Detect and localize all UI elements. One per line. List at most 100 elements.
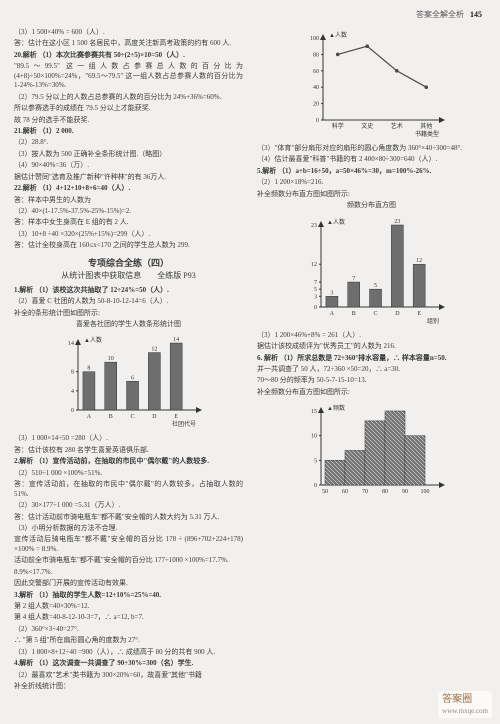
svg-text:8: 8 xyxy=(87,366,90,372)
svg-text:文史: 文史 xyxy=(361,122,373,130)
svg-text:C: C xyxy=(373,311,377,317)
watermark-main: 答案圈 xyxy=(442,693,488,707)
text-line: 所以参赛选手的成绩在 79.5 分以上才能获奖. xyxy=(14,104,243,113)
text-line: 8.9%<17.7%. xyxy=(14,568,243,577)
text-line: 2.解析 （1）宣传活动前，在抽取的市民中"偶尔戴"的人数较多. xyxy=(14,457,243,466)
text-line: 答：估计在这小区 1 500 名居民中，高度关注新高考政策的约有 600 人. xyxy=(14,39,243,48)
svg-text:0: 0 xyxy=(314,483,317,489)
text-line: 答：样本中男生的人数为 xyxy=(14,196,243,205)
text-line: （2）1 200×18%=216. xyxy=(257,178,486,187)
text-line: （2）喜爱 C 社团的人数为 50-8-10-12-14=6（人）. xyxy=(14,297,243,306)
svg-text:10: 10 xyxy=(311,434,317,440)
text-line: （4）90×40%=36（万）. xyxy=(14,161,243,170)
chart-4: 0510155060708090100▲频数 xyxy=(257,401,486,501)
svg-text:6: 6 xyxy=(131,376,134,382)
svg-text:0: 0 xyxy=(316,118,319,124)
svg-text:0: 0 xyxy=(314,305,317,311)
text-line: 答：估计该校有 280 名学生喜爱英语俱乐部. xyxy=(14,446,243,455)
text-line: （2）最喜欢"艺术"类书籍为 300×20%=60，故喜爱"其他"书籍 xyxy=(14,671,243,680)
text-line: 并一共调查了 50 人，72÷360 ×50=20，∴ a=30. xyxy=(257,365,486,374)
text-line: 答：估计活动前市骑电瓶车"都不戴"安全帽的人数大约为 5.31 万人. xyxy=(14,513,243,522)
svg-text:▲人数: ▲人数 xyxy=(84,336,102,344)
svg-text:D: D xyxy=(395,311,400,317)
watermark-site: www.mxqe.com xyxy=(442,707,488,716)
text-line: （2）79.5 分以上的人数占总参赛的人数的百分比为 24%+36%=60%. xyxy=(14,93,243,102)
chart-1: 048148A10B6C12D14E社团代号▲人数 xyxy=(14,333,243,428)
section-subtitle: 从统计图表中获取信息 全练版 P93 xyxy=(14,271,243,282)
section-title: 专项综合全练（四） xyxy=(14,257,243,269)
text-line: 因此交警部门开展的宣传活动有效果. xyxy=(14,579,243,588)
svg-text:E: E xyxy=(174,414,178,420)
svg-text:5: 5 xyxy=(314,459,317,465)
text-line: 据估计赞同"选育及推广新种"许种林"的有 36万人. xyxy=(14,173,243,182)
text-line: "89.5～99.5" 这一组人数占参赛总人数的百分比为 (4+8)÷50×10… xyxy=(14,62,243,90)
text-line: （3）"体育"部分扇形对应的扇形的圆心角度数为 360°×40÷300=48°. xyxy=(257,144,486,153)
svg-text:B: B xyxy=(108,414,112,420)
svg-text:其他: 其他 xyxy=(420,122,432,130)
text-line: 70～80 分的频率为 50-5-7-15-10=13. xyxy=(257,376,486,385)
text-line: 21.解析 （1）2 000. xyxy=(14,127,243,136)
svg-text:▲人数: ▲人数 xyxy=(327,218,345,226)
svg-text:A: A xyxy=(86,414,91,420)
svg-text:100: 100 xyxy=(420,489,429,495)
svg-text:12: 12 xyxy=(311,262,317,268)
svg-text:12: 12 xyxy=(151,347,157,353)
text-line: （4）估计最喜爱"科普"书籍的有 2 400×80÷300=640（人）. xyxy=(257,155,486,164)
text-line: （2）360°×3÷40=27°. xyxy=(14,625,243,634)
svg-text:50: 50 xyxy=(322,489,328,495)
svg-text:▲人数: ▲人数 xyxy=(329,31,347,39)
text-line: 补全的条形统计图如图所示: xyxy=(14,309,243,318)
svg-text:社团代号: 社团代号 xyxy=(171,420,195,428)
text-line: 20.解析 （1）本次比赛参赛共有 50÷(2÷5)×10=50（人）. xyxy=(14,51,243,60)
svg-text:70: 70 xyxy=(362,489,368,495)
svg-text:4: 4 xyxy=(71,389,74,395)
svg-text:3: 3 xyxy=(330,290,333,296)
header-label: 答案全解全析 xyxy=(416,10,464,19)
svg-text:B: B xyxy=(351,311,355,317)
svg-text:12: 12 xyxy=(416,258,422,264)
text-line: 补全频数分布直方图如图所示: xyxy=(257,388,486,397)
page-number: 145 xyxy=(470,10,482,19)
text-line: 活动前全市骑电瓶车"都不戴"安全帽的百分比 177÷1000 ×100%=17.… xyxy=(14,556,243,565)
svg-text:20: 20 xyxy=(313,102,319,108)
text-line: 宣传活动后骑电瓶车"都不戴"安全帽的百分比 178 ÷ (896+702+224… xyxy=(14,535,243,554)
text-line: ∴ "第 5 组"所在扇形圆心角的度数为 27°. xyxy=(14,636,243,645)
text-line: （3）1 000×14÷50 =280（人）. xyxy=(14,434,243,443)
svg-text:8: 8 xyxy=(71,370,74,376)
watermark: 答案圈 www.mxqe.com xyxy=(438,691,492,718)
svg-text:7: 7 xyxy=(352,276,355,282)
svg-text:组别: 组别 xyxy=(426,317,438,325)
svg-text:80: 80 xyxy=(382,489,388,495)
svg-text:艺术: 艺术 xyxy=(390,122,402,130)
svg-text:10: 10 xyxy=(107,357,113,363)
svg-text:90: 90 xyxy=(402,489,408,495)
text-line: （2）30×177÷1 000 =5.31（万人）. xyxy=(14,501,243,510)
svg-text:3: 3 xyxy=(314,294,317,300)
text-line: 6. 解析 （1）所求总数是 72÷360°排水容量，∴ 样本容量n=50. xyxy=(257,354,486,363)
svg-text:A: A xyxy=(329,311,334,317)
text-line: 答：样本中女生身高在 E 组的有 2 人. xyxy=(14,218,243,227)
svg-text:15: 15 xyxy=(311,409,317,415)
svg-text:5: 5 xyxy=(374,283,377,289)
svg-text:E: E xyxy=(417,311,421,317)
svg-text:书籍类型: 书籍类型 xyxy=(414,130,438,138)
svg-text:14: 14 xyxy=(173,337,179,343)
text-line: 5.解析 （1）a÷b=16÷50，a=50×46%=30，m=100%-26%… xyxy=(257,167,486,176)
svg-text:23: 23 xyxy=(394,219,400,225)
text-line: 第 4 组人数=40-8-12-10-3=7，∴ a=12, b=7. xyxy=(14,613,243,622)
text-line: 答：估计全校身高在 160≤x<170 之间的学生总人数为 299. xyxy=(14,241,243,250)
text-line: 22.解析 （1）4+12+10+8+6=40（人）. xyxy=(14,184,243,193)
svg-text:23: 23 xyxy=(311,223,317,229)
text-line: 第 2 组人数=40×30%=12. xyxy=(14,602,243,611)
text-line: 3.解析 （1）抽取的学生人数=12÷10%=25%=40. xyxy=(14,591,243,600)
text-line: 补全折线统计图： xyxy=(14,682,243,691)
content-columns: （3）1 500×40% = 600（人）. 答：估计在这小区 1 500 名居… xyxy=(14,28,486,716)
svg-text:▲频数: ▲频数 xyxy=(327,404,345,412)
text-line: 答：宣传活动前，在抽取的市民中"偶尔戴"的人数较多，占抽取人数的51%. xyxy=(14,480,243,499)
chart-title: 喜爱各社团的学生人数条形统计图 xyxy=(14,320,243,329)
svg-text:40: 40 xyxy=(313,85,319,91)
chart-3: 035712233A7B5C23D12E组别▲人数 xyxy=(257,215,486,325)
text-line: 4.解析 （1）这次调查一共调查了 90÷30%=300（名）学生. xyxy=(14,659,243,668)
svg-text:C: C xyxy=(130,414,134,420)
text-line: （3）1 500×40% = 600（人）. xyxy=(14,28,243,37)
